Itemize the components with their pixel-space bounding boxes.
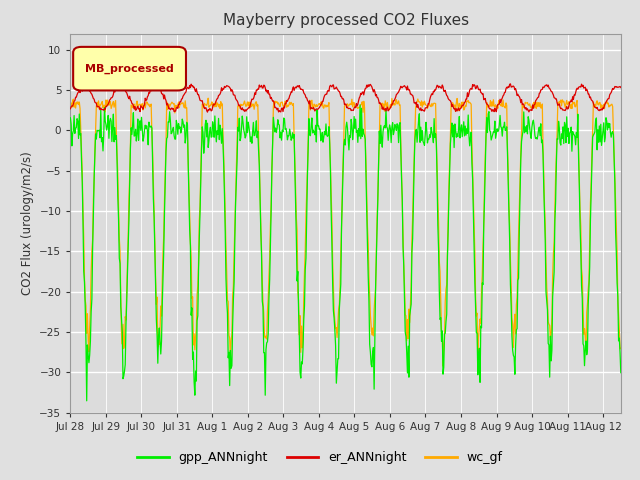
Y-axis label: CO2 Flux (urology/m2/s): CO2 Flux (urology/m2/s) — [21, 151, 34, 295]
Title: Mayberry processed CO2 Fluxes: Mayberry processed CO2 Fluxes — [223, 13, 468, 28]
Legend: gpp_ANNnight, er_ANNnight, wc_gf: gpp_ANNnight, er_ANNnight, wc_gf — [132, 446, 508, 469]
Text: MB_processed: MB_processed — [86, 64, 174, 74]
FancyBboxPatch shape — [73, 47, 186, 90]
